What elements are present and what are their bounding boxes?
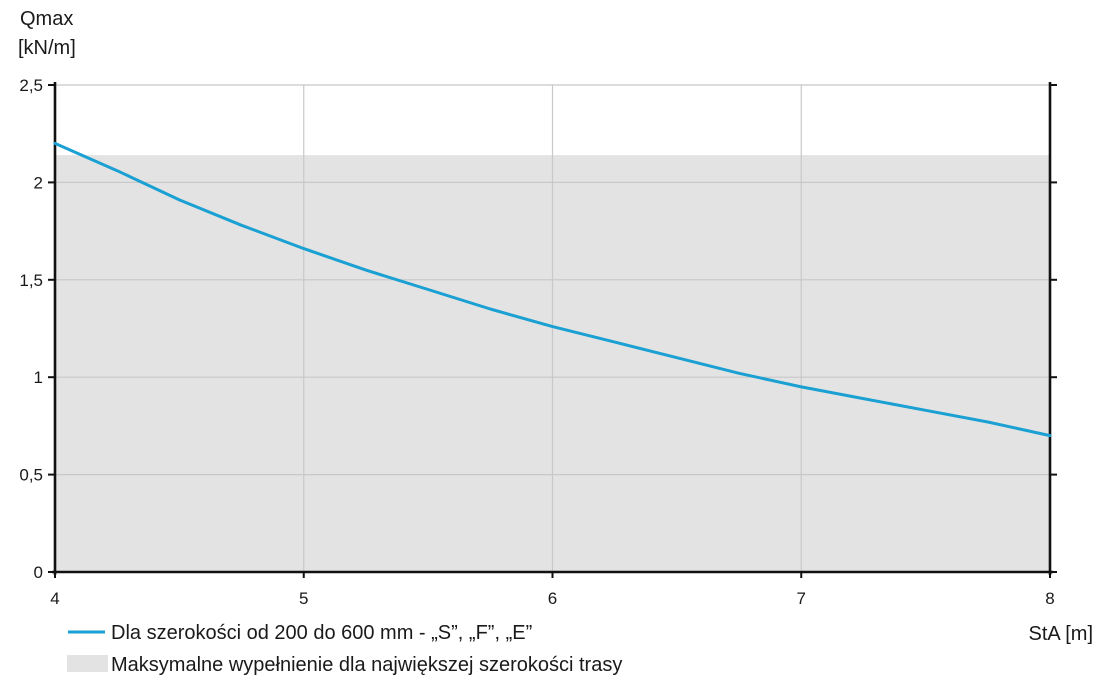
x-tick-label: 5 — [299, 589, 308, 608]
y-axis-title-line2: [kN/m] — [18, 37, 76, 59]
series-line — [53, 141, 1052, 438]
x-tick-label: 6 — [548, 589, 557, 608]
y-tick-label: 0 — [34, 563, 43, 582]
x-tick-label: 7 — [797, 589, 806, 608]
y-tick-label: 1,5 — [19, 271, 43, 290]
x-tick-label: 8 — [1045, 589, 1054, 608]
x-axis-title: StA [m] — [1029, 623, 1093, 645]
y-tick-label: 2 — [34, 173, 43, 192]
y-tick-label: 2,5 — [19, 76, 43, 95]
legend-label-band: Maksymalne wypełnienie dla największej s… — [111, 654, 622, 676]
y-tick-label: 0,5 — [19, 466, 43, 485]
y-axis-title-line1: Qmax — [20, 8, 73, 30]
legend-swatch-band — [67, 655, 108, 672]
y-tick-label: 1 — [34, 368, 43, 387]
x-tick-label: 4 — [50, 589, 59, 608]
legend-label-series: Dla szerokości od 200 do 600 mm - „S”, „… — [111, 622, 532, 644]
